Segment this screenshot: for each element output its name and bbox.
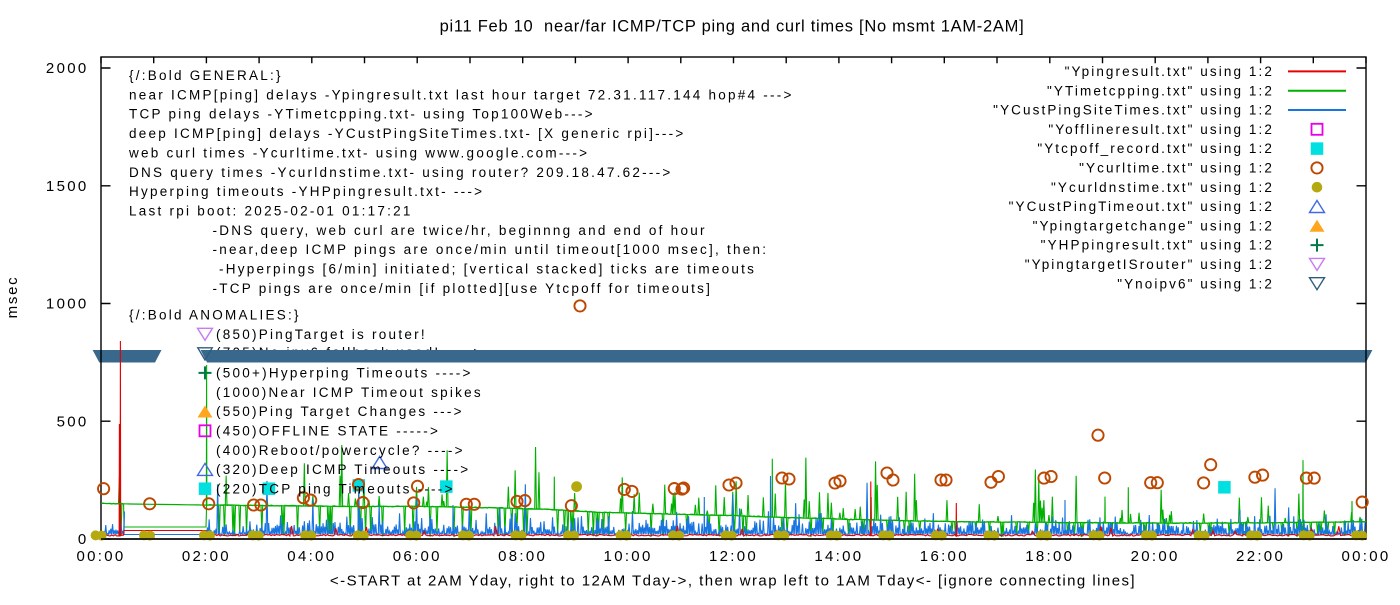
svg-text:-TCP pings are once/min [if pl: -TCP pings are once/min [if plotted][use… xyxy=(213,281,713,296)
svg-text:"Ytcpoff_record.txt" using 1:2: "Ytcpoff_record.txt" using 1:2 xyxy=(1037,141,1274,156)
svg-text:00:00: 00:00 xyxy=(1341,548,1390,565)
svg-text:"Ynoipv6" using 1:2: "Ynoipv6" using 1:2 xyxy=(1117,276,1274,291)
svg-text:12:00: 12:00 xyxy=(709,548,758,565)
svg-text:{/:Bold GENERAL:}: {/:Bold GENERAL:} xyxy=(129,68,283,83)
svg-text:deep ICMP[ping] delays -YCustP: deep ICMP[ping] delays -YCustPingSiteTim… xyxy=(129,126,686,141)
svg-text:-near,deep ICMP pings are once: -near,deep ICMP pings are once/min until… xyxy=(213,242,769,257)
svg-text:-Hyperpings [6/min] initiated;: -Hyperpings [6/min] initiated; [vertical… xyxy=(219,262,756,277)
svg-text:2000: 2000 xyxy=(46,60,89,77)
svg-text:"Ypingresult.txt" using 1:2: "Ypingresult.txt" using 1:2 xyxy=(1065,64,1274,79)
svg-text:18:00: 18:00 xyxy=(1025,548,1074,565)
svg-text:web curl times -Ycurltime.txt-: web curl times -Ycurltime.txt- using www… xyxy=(128,145,589,160)
svg-text:1500: 1500 xyxy=(46,178,89,195)
svg-text:(500+)Hyperping Timeouts ---->: (500+)Hyperping Timeouts ----> xyxy=(216,366,473,381)
svg-text:msec: msec xyxy=(4,276,21,319)
svg-text:Hyperping timeouts -YHPpingres: Hyperping timeouts -YHPpingresult.txt- -… xyxy=(129,184,484,199)
svg-text:08:00: 08:00 xyxy=(498,548,547,565)
svg-text:500: 500 xyxy=(57,413,89,430)
svg-text:(450)OFFLINE STATE ----->: (450)OFFLINE STATE -----> xyxy=(216,424,440,439)
svg-text:16:00: 16:00 xyxy=(920,548,969,565)
svg-text:near ICMP[ping] delays -Ypingr: near ICMP[ping] delays -Ypingresult.txt … xyxy=(129,87,794,102)
svg-text:0: 0 xyxy=(78,531,89,548)
svg-text:06:00: 06:00 xyxy=(393,548,442,565)
svg-text:04:00: 04:00 xyxy=(287,548,336,565)
svg-text:DNS query times -Ycurldnstime.: DNS query times -Ycurldnstime.txt- using… xyxy=(129,165,673,180)
svg-text:(1000)Near ICMP Timeout spikes: (1000)Near ICMP Timeout spikes xyxy=(216,385,483,400)
svg-text:"Ycurldnstime.txt" using 1:2: "Ycurldnstime.txt" using 1:2 xyxy=(1051,180,1274,195)
svg-text:22:00: 22:00 xyxy=(1236,548,1285,565)
svg-text:02:00: 02:00 xyxy=(182,548,231,565)
svg-text:1000: 1000 xyxy=(46,296,89,313)
svg-text:14:00: 14:00 xyxy=(814,548,863,565)
svg-text:00:00: 00:00 xyxy=(76,548,125,565)
svg-text:Last rpi boot: 2025-02-01 01:1: Last rpi boot: 2025-02-01 01:17:21 xyxy=(129,203,413,218)
svg-text:TCP ping delays -YTimetcpping.: TCP ping delays -YTimetcpping.txt- using… xyxy=(129,107,595,122)
svg-text:"YpingtargetISrouter" using 1:: "YpingtargetISrouter" using 1:2 xyxy=(1025,257,1274,272)
svg-text:"YTimetcpping.txt" using 1:2: "YTimetcpping.txt" using 1:2 xyxy=(1047,83,1274,98)
svg-text:10:00: 10:00 xyxy=(604,548,653,565)
svg-text:"YCustPingTimeout.txt" using 1: "YCustPingTimeout.txt" using 1:2 xyxy=(1009,199,1274,214)
svg-text:-DNS query, web curl are twice: -DNS query, web curl are twice/hr, begin… xyxy=(213,223,707,238)
svg-text:(320)Deep ICMP Timeouts ---->: (320)Deep ICMP Timeouts ----> xyxy=(216,462,470,477)
svg-text:"YCustPingSiteTimes.txt" using: "YCustPingSiteTimes.txt" using 1:2 xyxy=(993,103,1274,118)
svg-text:"YHPpingresult.txt" using 1:2: "YHPpingresult.txt" using 1:2 xyxy=(1041,238,1274,253)
svg-text:20:00: 20:00 xyxy=(1131,548,1180,565)
svg-text:(400)Reboot/powercycle? ---->: (400)Reboot/powercycle? ----> xyxy=(216,443,465,458)
svg-text:pi11 Feb 10 near/far ICMP/TCP: pi11 Feb 10 near/far ICMP/TCP ping and c… xyxy=(440,18,1025,36)
svg-text:"Yofflineresult.txt" using 1:2: "Yofflineresult.txt" using 1:2 xyxy=(1048,122,1274,137)
svg-text:(850)PingTarget is router!: (850)PingTarget is router! xyxy=(216,327,427,342)
svg-text:<-START at 2AM Yday, right to: <-START at 2AM Yday, right to 12AM Tday-… xyxy=(330,573,1136,590)
svg-text:{/:Bold ANOMALIES:}: {/:Bold ANOMALIES:} xyxy=(129,308,301,323)
svg-text:"Ycurltime.txt" using 1:2: "Ycurltime.txt" using 1:2 xyxy=(1079,161,1274,176)
svg-text:(220)TCP ping Timeouts ---->: (220)TCP ping Timeouts ----> xyxy=(216,481,455,496)
svg-text:"Ypingtargetchange" using 1:2: "Ypingtargetchange" using 1:2 xyxy=(1033,218,1274,233)
svg-text:(550)Ping Target Changes --->: (550)Ping Target Changes ---> xyxy=(216,404,464,419)
